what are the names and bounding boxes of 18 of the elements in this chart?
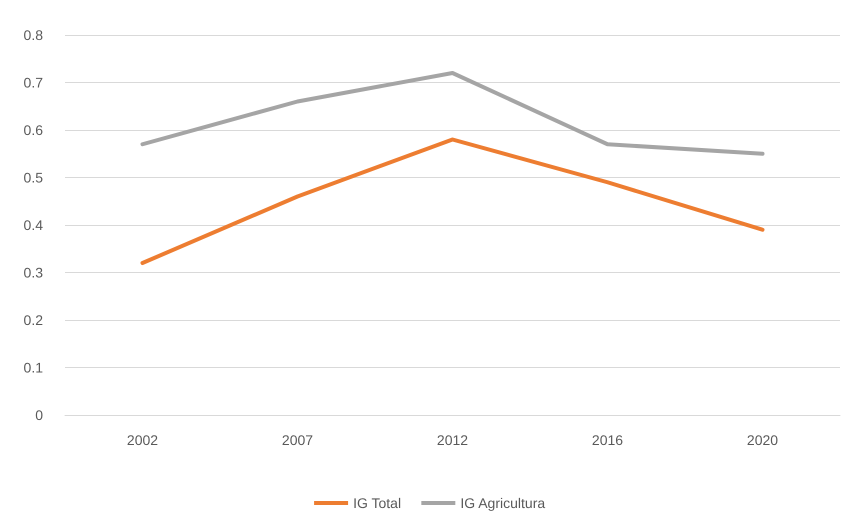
line-series: [140, 138, 764, 265]
y-tick-label: 0.8: [24, 27, 44, 43]
y-tick-label: 0.5: [24, 170, 44, 186]
y-tick-label: 0: [35, 407, 44, 423]
legend-label: IG Agricultura: [460, 495, 546, 511]
y-tick-label: 0.2: [24, 312, 44, 328]
x-tick-label: 2012: [436, 432, 468, 448]
y-tick-label: 0.4: [24, 217, 44, 233]
x-tick-label: 2020: [746, 432, 778, 448]
x-tick-label: 2007: [282, 432, 314, 448]
y-tick-label: 0.1: [24, 360, 44, 376]
legend-label: IG Total: [353, 495, 402, 511]
line-series: [140, 71, 764, 156]
y-tick-label: 0.3: [24, 264, 44, 280]
x-tick-label: 2002: [126, 432, 158, 448]
x-tick-label: 2016: [592, 432, 624, 448]
y-tick-label: 0.7: [24, 74, 44, 90]
y-tick-label: 0.6: [24, 122, 44, 138]
